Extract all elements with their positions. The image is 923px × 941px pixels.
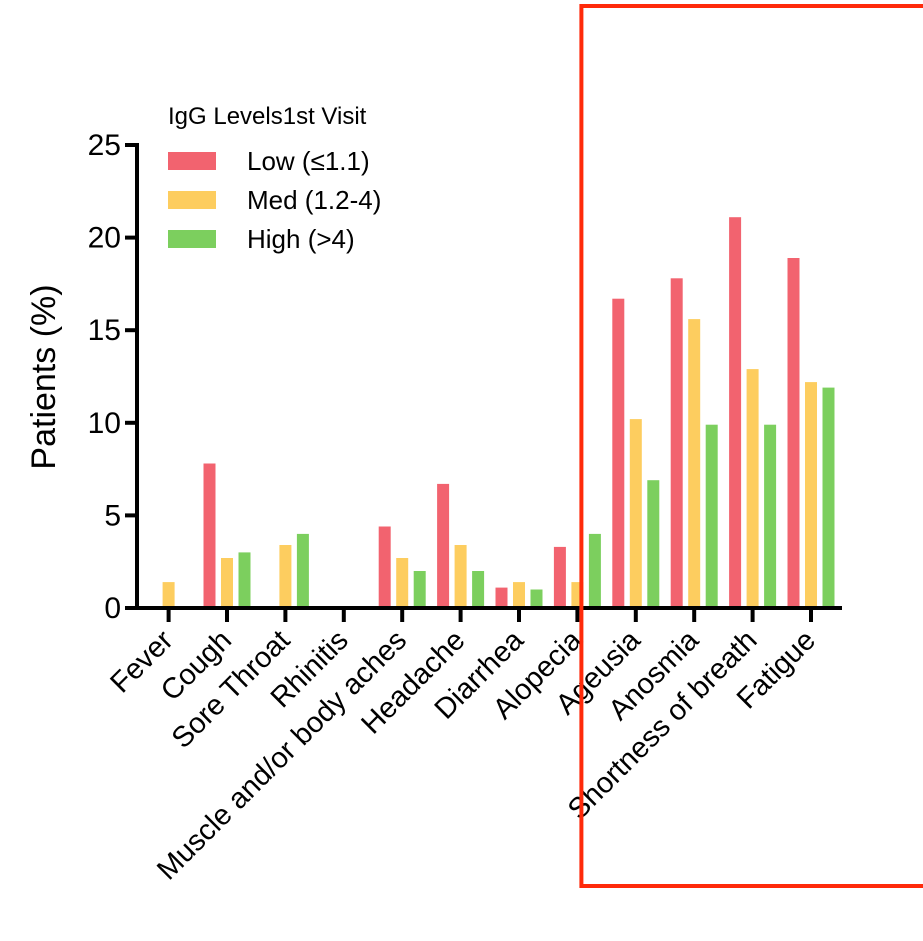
y-tick-label-3: 15 <box>88 314 121 347</box>
bar-high-5 <box>472 571 485 608</box>
y-tick-label-0: 0 <box>104 592 121 625</box>
bars-group <box>162 217 835 608</box>
bar-med-0 <box>162 582 175 608</box>
legend-label-0: Low (≤1.1) <box>247 146 370 176</box>
legend-swatch-1 <box>168 191 216 209</box>
axes-group <box>135 143 842 610</box>
bar-high-11 <box>822 387 835 608</box>
legend-title: IgG Levels1st Visit <box>168 103 367 130</box>
legend: IgG Levels1st Visit Low (≤1.1) Med (1.2-4… <box>168 103 381 254</box>
bar-low-11 <box>787 258 800 608</box>
legend-label-1: Med (1.2-4) <box>247 185 381 215</box>
bar-med-1 <box>221 558 233 608</box>
bar-low-1 <box>203 463 216 608</box>
bar-med-9 <box>688 319 701 608</box>
y-tick-label-5: 25 <box>88 129 121 162</box>
legend-swatch-2 <box>168 230 216 248</box>
y-tick-label-2: 10 <box>88 407 121 440</box>
bar-high-7 <box>588 533 601 608</box>
bar-low-4 <box>378 526 391 608</box>
bar-low-8 <box>612 298 625 608</box>
legend-label-2: High (>4) <box>247 224 355 254</box>
y-tick-label-4: 20 <box>88 222 121 255</box>
y-tick-label-1: 5 <box>104 499 121 532</box>
bar-low-10 <box>729 217 742 608</box>
bar-high-6 <box>530 589 543 608</box>
bar-med-10 <box>746 369 759 608</box>
bar-low-5 <box>437 483 450 608</box>
bar-med-4 <box>396 558 409 608</box>
bar-high-1 <box>238 552 251 608</box>
bar-high-10 <box>764 424 777 608</box>
bar-med-11 <box>805 382 817 608</box>
bar-low-7 <box>553 546 566 608</box>
legend-swatch-0 <box>168 152 216 170</box>
bar-high-4 <box>413 571 426 608</box>
bar-high-8 <box>647 480 660 608</box>
bar-high-9 <box>705 424 718 608</box>
bar-med-6 <box>513 582 525 608</box>
bar-low-9 <box>670 278 683 608</box>
bar-high-2 <box>296 533 309 608</box>
bar-med-2 <box>279 545 292 608</box>
bar-med-8 <box>629 419 642 608</box>
bar-low-6 <box>495 587 508 608</box>
y-axis-title: Patients (%) <box>25 284 63 469</box>
highlight-box <box>579 4 923 888</box>
bar-med-5 <box>454 545 467 608</box>
y-ticks-group: 0 5 10 15 20 25 <box>88 129 137 625</box>
